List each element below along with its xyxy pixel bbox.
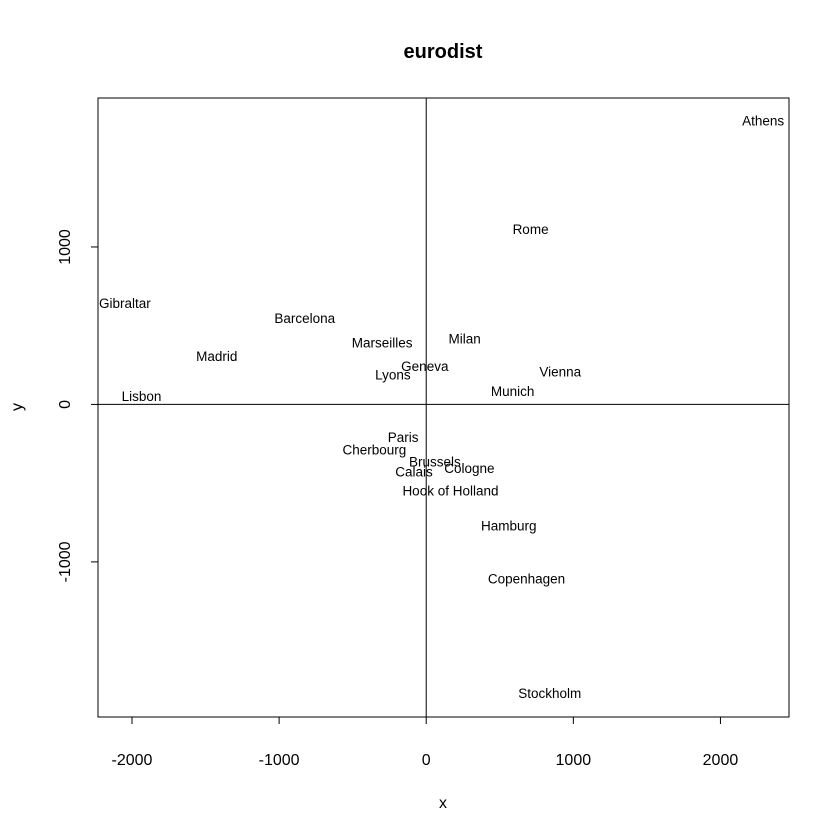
- point-label: Barcelona: [274, 311, 335, 326]
- point-label: Gibraltar: [99, 296, 151, 311]
- y-tick-label: 0: [57, 400, 74, 409]
- point-label: Copenhagen: [488, 572, 565, 587]
- x-tick-label: -2000: [112, 752, 153, 769]
- point-label: Stockholm: [518, 686, 581, 701]
- point-label: Rome: [513, 222, 549, 237]
- point-label: Calais: [395, 465, 433, 480]
- x-axis-label: x: [439, 795, 447, 812]
- point-label: Cologne: [444, 461, 494, 476]
- plot-frame: [97, 97, 790, 718]
- point-label: Lyons: [375, 367, 411, 382]
- point-label: Munich: [491, 384, 535, 399]
- x-tick-label: 1000: [556, 752, 592, 769]
- point-label: Cherbourg: [342, 443, 406, 458]
- point-label: Lisbon: [122, 389, 162, 404]
- y-tick-label: 1000: [57, 229, 74, 265]
- point-label: Marseilles: [352, 336, 413, 351]
- point-label: Vienna: [539, 365, 581, 380]
- point-label: Milan: [448, 331, 480, 346]
- point-label: Hamburg: [481, 519, 537, 534]
- y-tick-label: -1000: [57, 541, 74, 582]
- point-label: Madrid: [196, 349, 237, 364]
- chart-title: eurodist: [404, 41, 483, 63]
- x-tick-label: 2000: [703, 752, 739, 769]
- point-label: Paris: [388, 430, 419, 445]
- point-label: Brussels: [409, 455, 461, 470]
- x-axis: -2000 -1000 0 1000 2000: [112, 716, 739, 769]
- point-label: Hook of Holland: [402, 483, 498, 498]
- point-label: Athens: [742, 114, 784, 129]
- point-label: Geneva: [401, 359, 449, 374]
- y-axis: -1000 0 1000: [57, 229, 99, 582]
- x-tick-label: -1000: [259, 752, 300, 769]
- y-axis-label: y: [9, 403, 26, 411]
- x-tick-label: 0: [422, 752, 431, 769]
